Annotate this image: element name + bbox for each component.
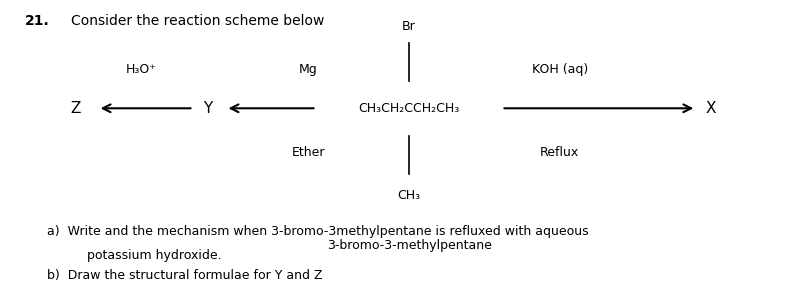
Text: Consider the reaction scheme below: Consider the reaction scheme below <box>71 14 325 28</box>
Text: Z: Z <box>70 101 80 116</box>
Text: H₃O⁺: H₃O⁺ <box>126 63 157 76</box>
Text: KOH (aq): KOH (aq) <box>531 63 588 76</box>
Text: Br: Br <box>402 19 416 33</box>
Text: b)  Draw the structural formulae for Y and Z: b) Draw the structural formulae for Y an… <box>47 269 322 282</box>
Text: potassium hydroxide.: potassium hydroxide. <box>67 249 222 263</box>
Text: Ether: Ether <box>292 146 326 159</box>
Text: X: X <box>706 101 716 116</box>
Text: CH₃: CH₃ <box>398 190 420 202</box>
Text: Y: Y <box>203 101 212 116</box>
Text: a)  Write and the mechanism when 3-bromo-3methylpentane is refluxed with aqueous: a) Write and the mechanism when 3-bromo-… <box>47 225 589 238</box>
Text: 21.: 21. <box>25 14 50 28</box>
Text: 3-bromo-3-methylpentane: 3-bromo-3-methylpentane <box>326 239 492 252</box>
Text: Mg: Mg <box>299 63 318 76</box>
Text: CH₃CH₂CCH₂CH₃: CH₃CH₂CCH₂CH₃ <box>358 102 459 115</box>
Text: Reflux: Reflux <box>540 146 579 159</box>
